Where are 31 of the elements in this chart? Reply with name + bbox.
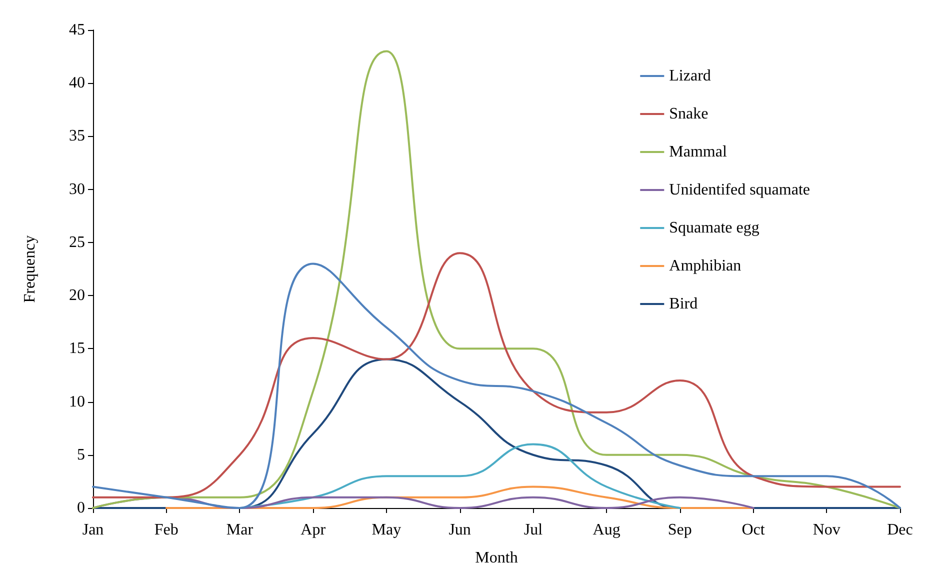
x-tick-label: Mar	[226, 522, 254, 538]
y-axis-title: Frequency	[22, 235, 38, 303]
legend-label: Mammal	[669, 144, 728, 160]
y-tick-label: 30	[69, 180, 85, 198]
x-tick-label: Oct	[742, 522, 766, 538]
x-tick-label: Jun	[448, 522, 471, 538]
legend-label: Squamate egg	[669, 220, 760, 236]
legend-label: Snake	[669, 106, 708, 122]
legend-label: Amphibian	[669, 258, 742, 274]
legend-label: Lizard	[669, 68, 711, 84]
x-tick-label: Nov	[812, 522, 840, 538]
x-tick-label: Dec	[887, 522, 913, 538]
y-tick-label: 5	[77, 446, 85, 464]
y-tick-label: 0	[77, 500, 85, 516]
x-tick-label: Sep	[668, 522, 692, 538]
x-tick-label: Jan	[82, 522, 104, 538]
y-tick-label: 25	[69, 234, 85, 251]
x-tick-label: Aug	[592, 522, 620, 538]
x-tick-label: May	[372, 522, 402, 538]
y-tick-label: 45	[69, 22, 85, 38]
y-tick-label: 10	[69, 393, 85, 410]
legend-label: Unidentifed squamate	[669, 182, 810, 198]
x-tick-label: Feb	[154, 522, 178, 538]
y-tick-label: 20	[69, 287, 85, 304]
y-tick-label: 40	[69, 74, 85, 92]
y-tick-label: 15	[69, 340, 85, 358]
x-tick-label: Jul	[524, 522, 544, 538]
x-axis-title: Month	[475, 550, 518, 566]
y-tick-label: 35	[69, 128, 85, 145]
x-tick-label: Apr	[300, 522, 326, 538]
legend-label: Bird	[669, 296, 698, 312]
